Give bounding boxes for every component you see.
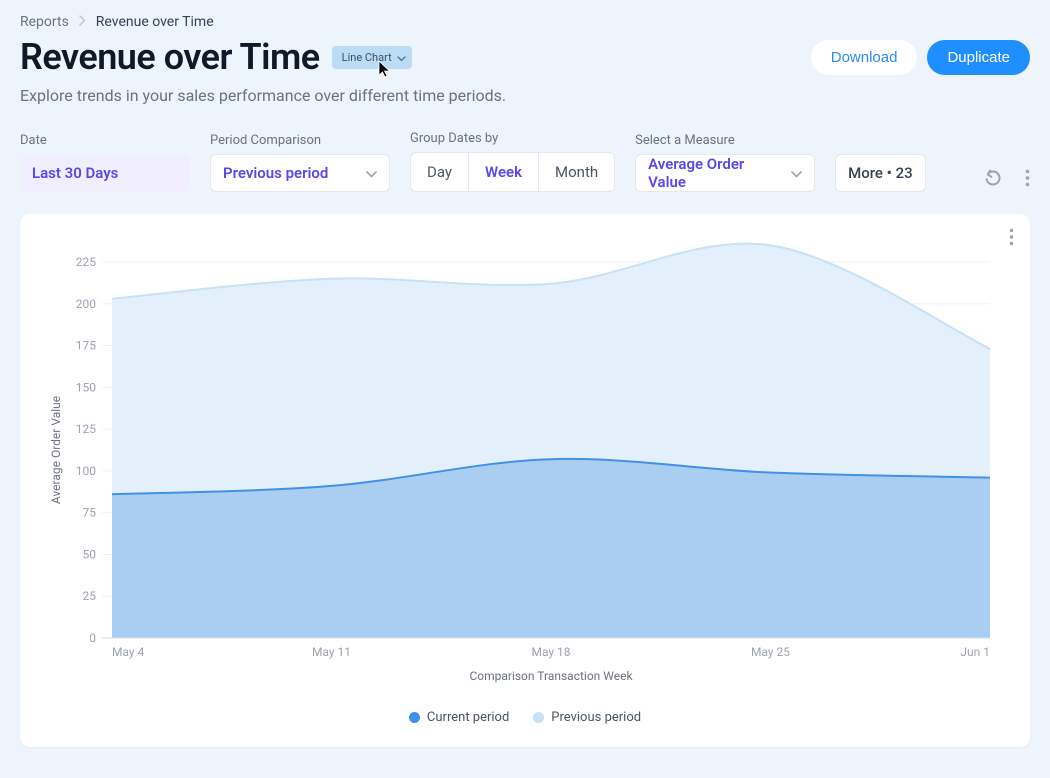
chart-card-menu-icon[interactable] xyxy=(1009,228,1014,250)
download-button[interactable]: Download xyxy=(811,40,918,75)
group-dates-option-week[interactable]: Week xyxy=(469,153,539,191)
group-dates-label: Group Dates by xyxy=(410,131,615,146)
svg-text:Average Order Value: Average Order Value xyxy=(49,396,63,504)
chevron-down-icon xyxy=(366,164,377,182)
svg-text:Jun 1: Jun 1 xyxy=(960,645,990,659)
svg-text:225: 225 xyxy=(76,255,96,269)
svg-text:75: 75 xyxy=(83,506,97,520)
date-filter-value: Last 30 Days xyxy=(32,164,118,182)
measure-label: Select a Measure xyxy=(635,133,815,148)
legend-item-previous: Previous period xyxy=(533,710,641,725)
svg-text:150: 150 xyxy=(76,380,96,394)
chevron-right-icon xyxy=(79,14,86,30)
legend-label: Current period xyxy=(427,710,509,725)
page-subtitle: Explore trends in your sales performance… xyxy=(20,86,1030,105)
measure-value: Average Order Value xyxy=(648,155,781,191)
svg-text:May 18: May 18 xyxy=(531,645,570,659)
group-dates-option-day[interactable]: Day xyxy=(411,153,469,191)
svg-text:Comparison Transaction Week: Comparison Transaction Week xyxy=(469,669,633,683)
svg-text:May 25: May 25 xyxy=(751,645,790,659)
period-comparison-label: Period Comparison xyxy=(210,133,390,148)
svg-text:175: 175 xyxy=(76,339,96,353)
breadcrumb-page: Revenue over Time xyxy=(96,14,214,30)
chevron-down-icon xyxy=(397,52,406,65)
breadcrumb: Reports Revenue over Time xyxy=(20,14,1030,30)
chart-card: 0 25 50 75 100 125 150 175 200 225 May 4 May 11 May … xyxy=(20,214,1030,747)
legend-swatch xyxy=(533,712,544,723)
legend-swatch xyxy=(409,712,420,723)
line-chart: 0 25 50 75 100 125 150 175 200 225 May 4 May 11 May … xyxy=(42,242,1000,702)
date-filter-label: Date xyxy=(20,133,190,148)
period-comparison-value: Previous period xyxy=(223,164,328,182)
legend-label: Previous period xyxy=(551,710,641,725)
chart-type-label: Line Chart xyxy=(342,51,392,64)
svg-text:May 4: May 4 xyxy=(112,645,145,659)
group-dates-option-month[interactable]: Month xyxy=(539,153,614,191)
measure-select[interactable]: Average Order Value xyxy=(635,154,815,192)
date-filter[interactable]: Last 30 Days xyxy=(20,154,190,192)
page-title: Revenue over Time xyxy=(20,36,320,78)
chart-area: 0 25 50 75 100 125 150 175 200 225 May 4 May 11 May … xyxy=(42,242,1000,702)
breadcrumb-root[interactable]: Reports xyxy=(20,14,69,30)
svg-text:100: 100 xyxy=(76,464,96,478)
svg-text:50: 50 xyxy=(83,547,97,561)
chart-legend: Current period Previous period xyxy=(42,710,1008,725)
more-filters-button[interactable]: More • 23 xyxy=(835,154,926,192)
svg-text:May 11: May 11 xyxy=(312,645,351,659)
duplicate-button[interactable]: Duplicate xyxy=(927,40,1030,75)
chevron-down-icon xyxy=(791,164,802,182)
more-filters-label: More • 23 xyxy=(848,164,913,182)
period-comparison-select[interactable]: Previous period xyxy=(210,154,390,192)
chart-type-selector[interactable]: Line Chart xyxy=(332,46,412,69)
kebab-menu-icon[interactable] xyxy=(1025,169,1030,187)
refresh-icon[interactable] xyxy=(983,168,1003,188)
group-dates-segmented: Day Week Month xyxy=(410,152,615,192)
spacer xyxy=(835,133,926,148)
legend-item-current: Current period xyxy=(409,710,509,725)
svg-text:200: 200 xyxy=(76,297,96,311)
svg-text:125: 125 xyxy=(76,422,96,436)
svg-text:25: 25 xyxy=(83,589,97,603)
svg-text:0: 0 xyxy=(89,631,96,645)
